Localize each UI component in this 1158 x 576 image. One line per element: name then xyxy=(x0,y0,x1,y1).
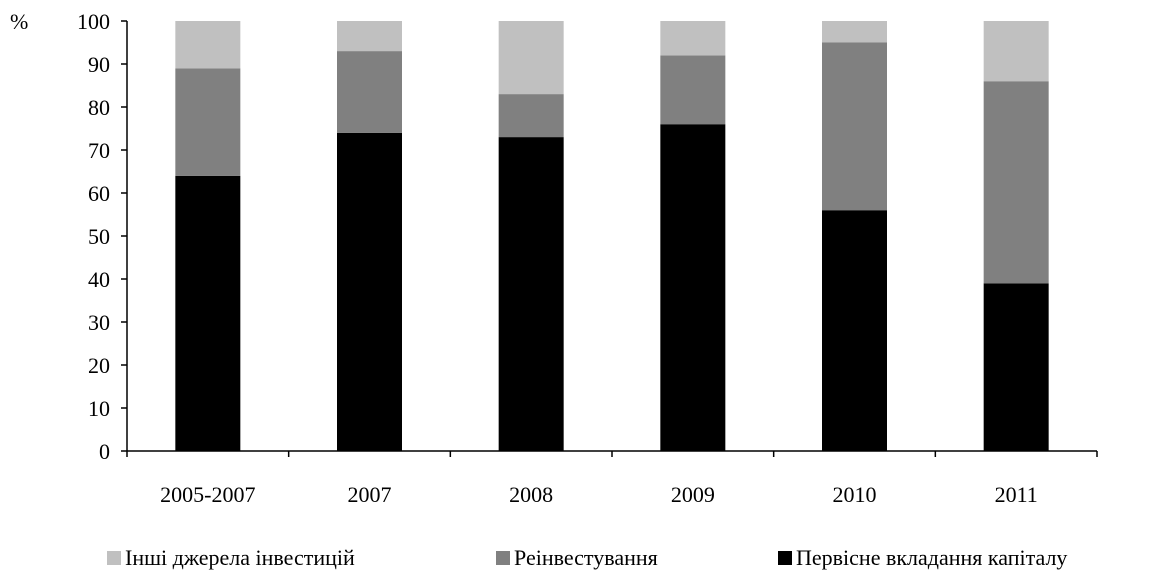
bar-segment xyxy=(660,124,726,451)
bars xyxy=(175,21,1049,452)
axes xyxy=(126,21,1098,457)
y-tick-label: 10 xyxy=(88,396,110,421)
legend-swatch xyxy=(107,551,121,565)
x-tick-label: 2010 xyxy=(833,482,877,507)
bar-segment xyxy=(175,21,241,69)
y-tick-label: 60 xyxy=(88,181,110,206)
bar-segment xyxy=(337,51,402,133)
bar-segment xyxy=(498,137,564,451)
y-tick-label: 20 xyxy=(88,353,110,378)
y-tick-label: 90 xyxy=(88,52,110,77)
x-tick-label: 2005-2007 xyxy=(160,482,255,507)
x-tick-label: 2007 xyxy=(348,482,392,507)
legend-label: Реінвестування xyxy=(514,545,658,570)
y-tick-label: 70 xyxy=(88,138,110,163)
y-tick-label: 40 xyxy=(88,267,110,292)
y-tick-label: 50 xyxy=(88,224,110,249)
y-axis-label: % xyxy=(10,9,28,34)
bar-segment xyxy=(983,81,1049,284)
legend-swatch xyxy=(496,551,510,565)
legend-label: Первісне вкладання капіталу xyxy=(796,545,1067,570)
y-tick-label: 0 xyxy=(99,439,110,464)
bar-segment xyxy=(498,21,564,95)
y-tick-label: 100 xyxy=(77,9,110,34)
x-axis: 2005-2007 2007 2008 2009 2010 2011 xyxy=(160,482,1038,507)
bar-segment xyxy=(337,132,402,452)
bar-segment xyxy=(175,68,241,176)
bar-segment xyxy=(175,175,241,452)
legend: Інші джерела інвестицій Реінвестування Пер… xyxy=(107,545,1067,570)
bar-segment xyxy=(983,283,1049,451)
legend-swatch xyxy=(778,551,792,565)
bar-segment xyxy=(337,21,402,52)
bar-segment xyxy=(983,21,1049,82)
y-tick-label: 80 xyxy=(88,95,110,120)
bar-segment xyxy=(822,210,887,451)
x-tick-label: 2008 xyxy=(509,482,553,507)
bar-segment xyxy=(498,94,564,138)
bar-segment xyxy=(660,21,726,56)
x-tick-label: 2009 xyxy=(671,482,715,507)
x-tick-label: 2011 xyxy=(995,482,1038,507)
bar-segment xyxy=(822,21,887,43)
legend-label: Інші джерела інвестицій xyxy=(125,545,355,570)
y-axis: 0 10 20 30 40 50 60 70 80 90 100 xyxy=(77,9,127,464)
bar-segment xyxy=(822,42,887,211)
bar-segment xyxy=(660,55,726,125)
y-tick-label: 30 xyxy=(88,310,110,335)
